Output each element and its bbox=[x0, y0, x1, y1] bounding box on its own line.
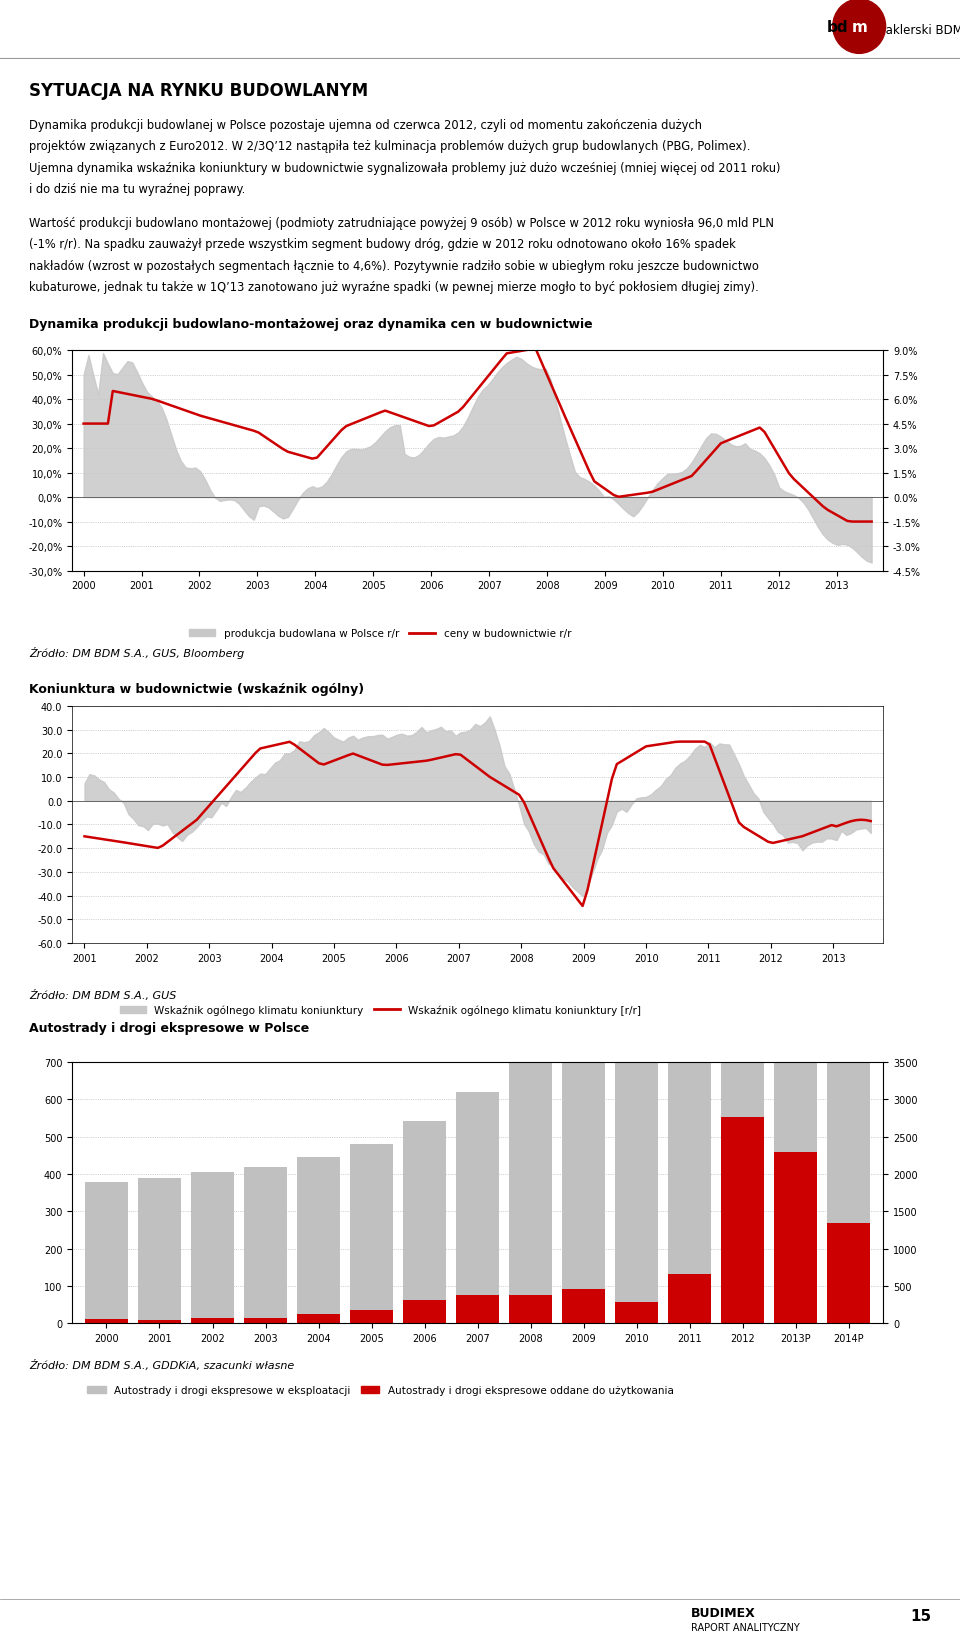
Bar bbox=[297, 1314, 340, 1324]
Text: nakładów (wzrost w pozostałych segmentach łącznie to 4,6%). Pozytywnie radziło s: nakładów (wzrost w pozostałych segmentac… bbox=[29, 259, 758, 273]
Text: RAPORT ANALITYCZNY: RAPORT ANALITYCZNY bbox=[691, 1622, 800, 1632]
Legend: Wskaźnik ogólnego klimatu koniunktury, Wskaźnik ogólnego klimatu koniunktury [r/: Wskaźnik ogólnego klimatu koniunktury, W… bbox=[115, 1000, 645, 1020]
Bar bbox=[456, 1092, 499, 1324]
Text: Dom Maklerski BDM S.A.: Dom Maklerski BDM S.A. bbox=[844, 24, 960, 36]
Bar bbox=[191, 1172, 234, 1324]
Bar bbox=[456, 1294, 499, 1324]
Text: 15: 15 bbox=[910, 1609, 931, 1624]
Text: bd: bd bbox=[827, 20, 848, 34]
Text: Koniunktura w budownictwie (wskaźnik ogólny): Koniunktura w budownictwie (wskaźnik ogó… bbox=[29, 682, 364, 695]
Bar bbox=[350, 1144, 393, 1324]
Text: Dynamika produkcji budowlanej w Polsce pozostaje ujemna od czerwca 2012, czyli o: Dynamika produkcji budowlanej w Polsce p… bbox=[29, 119, 702, 132]
Text: kubaturowe, jednak tu także w 1Q’13 zanotowano już wyraźne spadki (w pewnej mier: kubaturowe, jednak tu także w 1Q’13 zano… bbox=[29, 281, 758, 294]
Bar bbox=[403, 1121, 446, 1324]
Bar bbox=[138, 1178, 180, 1324]
Bar bbox=[563, 1289, 605, 1324]
Text: Źródło: DM BDM S.A., GUS: Źródło: DM BDM S.A., GUS bbox=[29, 989, 177, 1000]
Text: i do dziś nie ma tu wyraźnej poprawy.: i do dziś nie ma tu wyraźnej poprawy. bbox=[29, 183, 245, 196]
Text: Dynamika produkcji budowlano-montażowej oraz dynamika cen w budownictwie: Dynamika produkcji budowlano-montażowej … bbox=[29, 318, 592, 331]
Bar bbox=[85, 1319, 128, 1324]
Bar bbox=[191, 1319, 234, 1324]
Bar bbox=[138, 1320, 180, 1324]
Bar bbox=[297, 1157, 340, 1324]
Text: Źródło: DM BDM S.A., GUS, Bloomberg: Źródło: DM BDM S.A., GUS, Bloomberg bbox=[29, 646, 244, 658]
Bar bbox=[85, 1182, 128, 1324]
Legend: Autostrady i drogi ekspresowe w eksploatacji, Autostrady i drogi ekspresowe odda: Autostrady i drogi ekspresowe w eksploat… bbox=[83, 1381, 678, 1399]
Bar bbox=[775, 578, 817, 1324]
Legend: produkcja budowlana w Polsce r/r, ceny w budownictwie r/r: produkcja budowlana w Polsce r/r, ceny w… bbox=[185, 625, 575, 643]
Bar bbox=[721, 1118, 764, 1324]
Text: BUDIMEX: BUDIMEX bbox=[691, 1606, 756, 1619]
Bar bbox=[775, 1152, 817, 1324]
Bar bbox=[668, 1275, 711, 1324]
Bar bbox=[615, 1004, 659, 1324]
Ellipse shape bbox=[833, 0, 885, 54]
Bar bbox=[828, 1222, 870, 1324]
Text: Ujemna dynamika wskaźnika koniunktury w budownictwie sygnalizowała problemy już : Ujemna dynamika wskaźnika koniunktury w … bbox=[29, 162, 780, 175]
Bar bbox=[244, 1167, 287, 1324]
Bar bbox=[721, 749, 764, 1324]
Text: projektów związanych z Euro2012. W 2/3Q’12 nastąpiła też kulminacja problemów du: projektów związanych z Euro2012. W 2/3Q’… bbox=[29, 140, 750, 153]
Bar bbox=[244, 1319, 287, 1324]
Bar bbox=[403, 1301, 446, 1324]
Bar bbox=[509, 1294, 552, 1324]
Text: Źródło: DM BDM S.A., GDDKiA, szacunki własne: Źródło: DM BDM S.A., GDDKiA, szacunki wł… bbox=[29, 1359, 294, 1371]
Bar bbox=[668, 955, 711, 1324]
Bar bbox=[828, 477, 870, 1324]
Text: Wartość produkcji budowlano montażowej (podmioty zatrudniające powyżej 9 osób) w: Wartość produkcji budowlano montażowej (… bbox=[29, 217, 774, 230]
Text: m: m bbox=[852, 20, 868, 34]
Bar bbox=[350, 1310, 393, 1324]
Text: Autostrady i drogi ekspresowe w Polsce: Autostrady i drogi ekspresowe w Polsce bbox=[29, 1022, 309, 1035]
Bar bbox=[509, 1064, 552, 1324]
Text: SYTUACJA NA RYNKU BUDOWLANYM: SYTUACJA NA RYNKU BUDOWLANYM bbox=[29, 82, 368, 100]
Bar bbox=[563, 1028, 605, 1324]
Text: (-1% r/r). Na spadku zauważył przede wszystkim segment budowy dróg, gdzie w 2012: (-1% r/r). Na spadku zauważył przede wsz… bbox=[29, 238, 735, 251]
Bar bbox=[615, 1302, 659, 1324]
